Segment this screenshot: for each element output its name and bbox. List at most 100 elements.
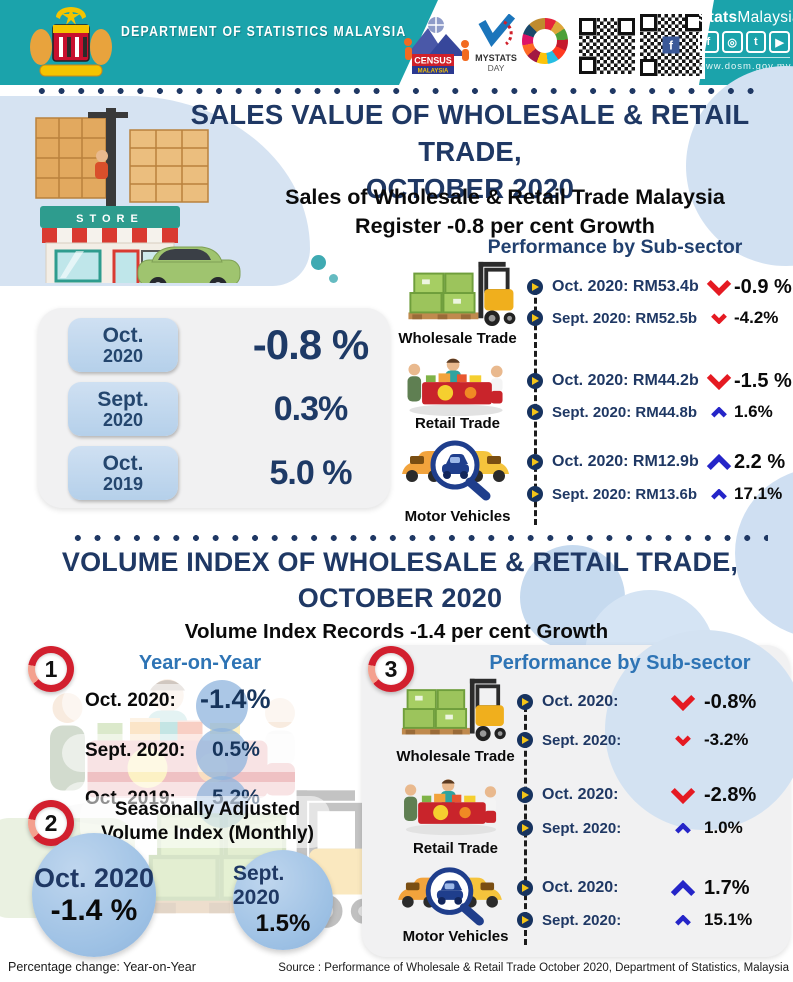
growth-value: 1.0% (704, 818, 743, 837)
social-links: f ◎ t ▶ (698, 31, 790, 53)
website-link[interactable]: www.dosm.gov.my (698, 57, 790, 72)
growth-value: -0.9 % (734, 275, 792, 298)
bullet-play-icon (517, 880, 533, 896)
summary-row: Oct. 2019 5.0 % (38, 446, 390, 502)
subsector-row: Sept. 2020: -3.2% (510, 725, 790, 755)
period-amount-label: Oct. 2020: RM53.4b (552, 278, 699, 295)
subsector-row: Sept. 2020: 1.0% (510, 813, 790, 843)
period-label: Sept. 2020: (85, 740, 186, 761)
store-sign-label: STORE (76, 213, 144, 225)
period-label: Oct. 2020: (85, 690, 176, 711)
period-label: Sept. 2020 (233, 862, 285, 909)
forklift-icon (398, 258, 520, 328)
qr-code-facebook[interactable]: f (637, 11, 705, 79)
census-malaysia-logo-icon: CENSUS MALAYSIA (404, 17, 469, 75)
bullet-play-icon (517, 732, 533, 748)
sales-subtitle: Sales of Wholesale & Retail Trade Malays… (285, 185, 725, 238)
header-bar: DEPARTMENT OF STATISTICS MALAYSIA CENSUS… (0, 0, 793, 85)
period-label: Sept. 2020: (542, 911, 622, 929)
period-pill: Oct. 2019 (68, 446, 178, 500)
mystats-day-logo: MYSTATS DAY (472, 13, 520, 73)
arrow-up-icon (704, 488, 734, 500)
seasonal-bubble: Sept. 2020 1.5% (233, 850, 333, 950)
mystats-label: MYSTATS (475, 53, 517, 63)
growth-value: 0.3% (273, 389, 349, 428)
retail-stall-icon (398, 775, 504, 837)
arrow-up-icon (668, 822, 698, 834)
dotted-divider (32, 87, 762, 95)
badge-3: 3 (368, 646, 414, 692)
growth-value: -3.2% (704, 730, 749, 749)
seasonal-title: Seasonally Adjusted Volume Index (Monthl… (101, 799, 314, 844)
period-label: Sept. 2020: (542, 731, 622, 749)
period-amount-label: Oct. 2020: RM12.9b (552, 453, 699, 470)
org-name: DEPARTMENT OF STATISTICS MALAYSIA (121, 23, 407, 40)
period-pill: Oct. 2020 (68, 318, 178, 372)
subsector-name: Wholesale Trade (398, 330, 517, 347)
bullet-play-icon (517, 912, 533, 928)
chain-circle (196, 728, 248, 780)
subsector-row: Oct. 2020: 1.7% (510, 873, 790, 903)
subsector-row: Oct. 2020: -0.8% (510, 687, 790, 717)
arrow-down-icon (704, 373, 734, 390)
growth-value: -1.4 % (50, 893, 138, 927)
arrow-up-icon (668, 879, 698, 897)
arrow-down-icon (668, 734, 698, 746)
retail-stall-icon (402, 354, 510, 418)
chain-circle (196, 680, 248, 732)
bullet-play-icon (517, 787, 533, 803)
subsector-row: Oct. 2020: RM44.2b -1.5 % (520, 366, 793, 396)
seasonal-bubble: Oct. 2020 -1.4 % (32, 833, 156, 957)
yoy-title: Year-on-Year (138, 652, 262, 674)
sales-title: SALES VALUE OF WHOLESALE & RETAIL TRADE,… (190, 99, 750, 204)
subsector-row: Oct. 2020: RM53.4b -0.9 % (520, 272, 793, 302)
brand-block: StatsMalaysia f ◎ t ▶ www.dosm.gov.my (698, 9, 793, 72)
facebook-icon: f (662, 36, 680, 54)
svg-text:MALAYSIA: MALAYSIA (418, 69, 449, 75)
arrow-up-icon (704, 406, 734, 418)
growth-value: -1.4% (200, 684, 271, 714)
instagram-icon[interactable]: ◎ (721, 31, 743, 53)
growth-value: -1.5 % (734, 369, 792, 392)
summary-row: Sept. 2020 0.3% (38, 382, 390, 438)
growth-value: 15.1% (704, 910, 753, 929)
growth-value: 5.0 % (269, 453, 353, 492)
period-amount-label: Oct. 2020: RM44.2b (552, 372, 699, 389)
subsector-title: Performance by Sub-sector (487, 236, 743, 258)
bullet-play-icon (527, 279, 543, 295)
subsector-title: Performance by Sub-sector (489, 652, 751, 674)
growth-value: 1.7% (704, 876, 750, 899)
period-amount-label: Sept. 2020: RM52.5b (552, 309, 698, 327)
twitter-icon[interactable]: t (745, 31, 767, 53)
growth-value: 17.1% (734, 484, 783, 503)
period-label: Oct. 2020: (542, 693, 619, 710)
decor-dot-teal (329, 274, 338, 283)
subsector-row: Sept. 2020: 15.1% (510, 905, 790, 935)
decor-circle (605, 630, 793, 830)
bullet-play-icon (527, 404, 543, 420)
sdg-wheel-icon (522, 18, 568, 64)
mystats-check-icon (478, 13, 516, 48)
subsector-name: Motor Vehicles (402, 928, 509, 945)
growth-value: 0.5% (212, 738, 260, 761)
period-label: Oct. 2020 (33, 862, 155, 893)
youtube-icon[interactable]: ▶ (769, 31, 790, 53)
arrow-down-icon (704, 312, 734, 324)
growth-value: 2.2 % (734, 450, 786, 473)
period-amount-label: Sept. 2020: RM13.6b (552, 485, 698, 503)
qr-code-dosm[interactable] (576, 15, 638, 77)
store-illustration: STORE (35, 108, 241, 283)
motor-vehicles-icon (398, 438, 513, 502)
footer-source: Source : Performance of Wholesale & Reta… (278, 962, 789, 974)
growth-value: -2.8% (704, 783, 757, 806)
subsector-row: Oct. 2020: -2.8% (510, 780, 790, 810)
subsector-name: Retail Trade (414, 415, 501, 432)
badge-1: 1 (28, 646, 74, 692)
subsector-name: Motor Vehicles (404, 508, 511, 525)
arrow-down-icon (668, 787, 698, 804)
dotted-divider (68, 534, 768, 542)
facebook-icon[interactable]: f (698, 31, 719, 53)
dashed-timeline (534, 280, 537, 525)
arrow-down-icon (704, 279, 734, 296)
